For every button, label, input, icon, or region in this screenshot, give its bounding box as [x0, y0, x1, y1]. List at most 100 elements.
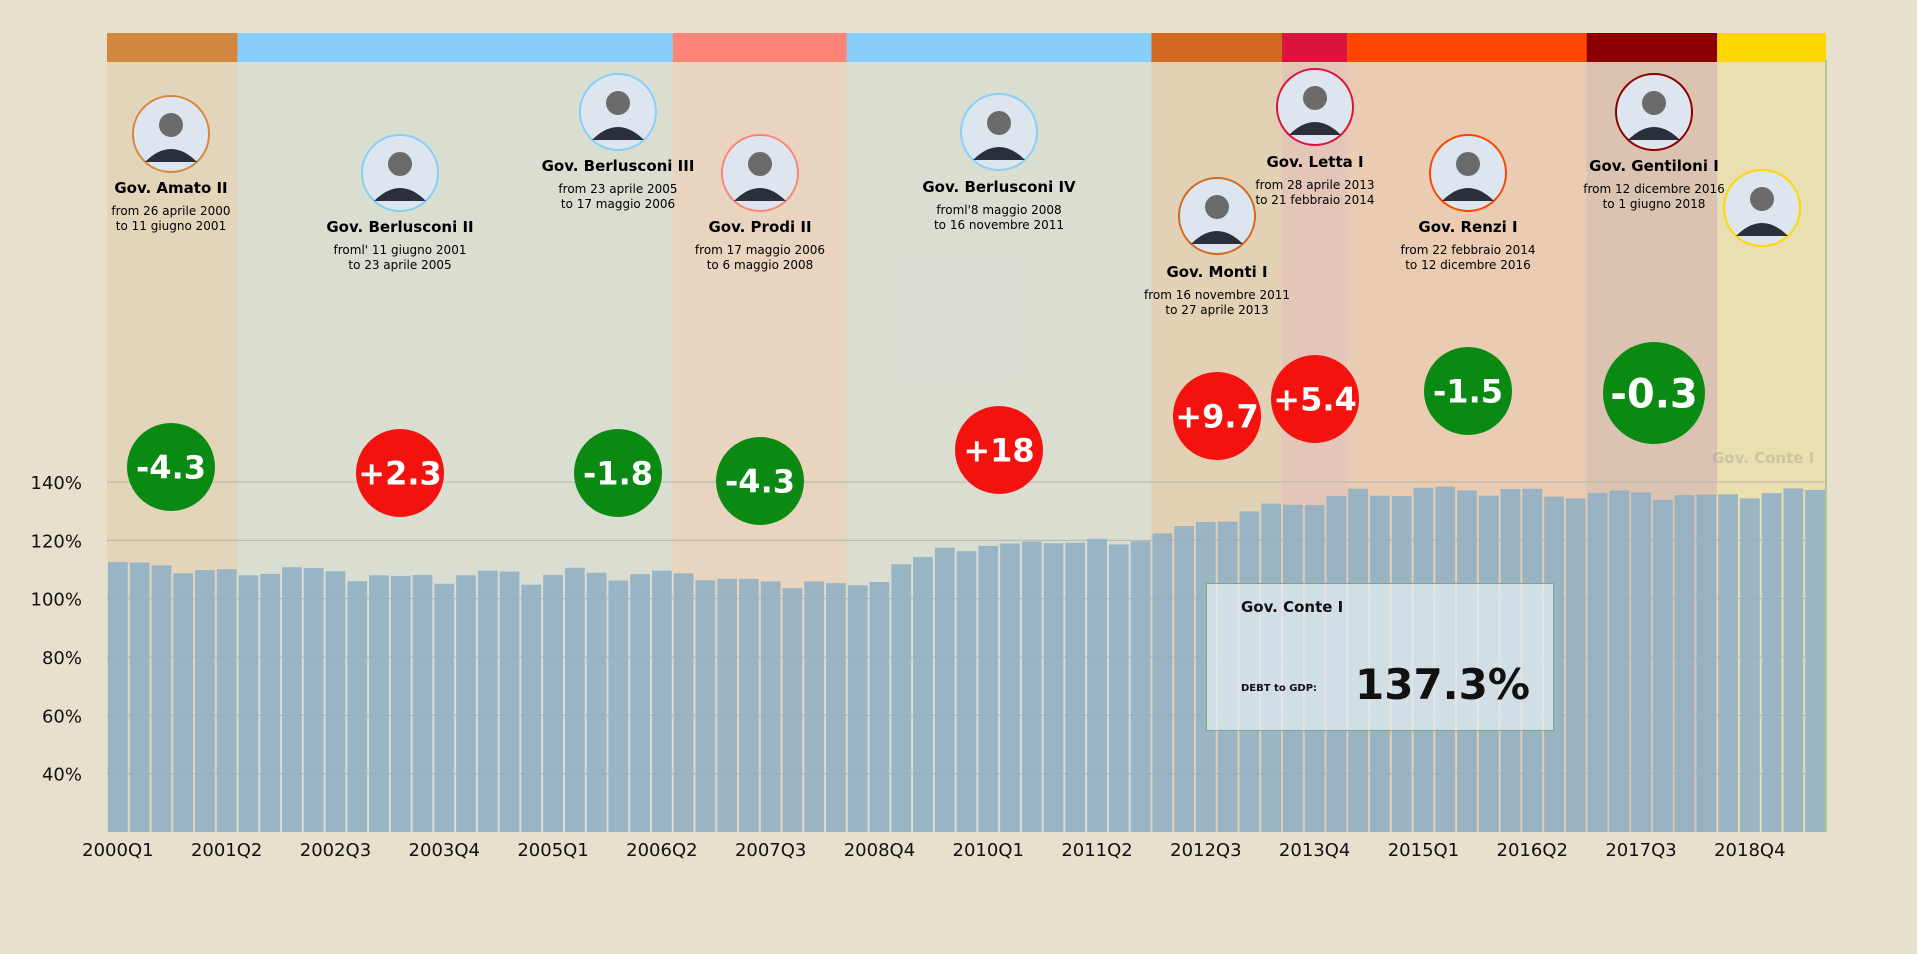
ghost-government-label: Gov. Conte I — [1712, 449, 1815, 467]
y-tick-label: 140% — [31, 473, 82, 494]
government-date-to: to 17 maggio 2006 — [561, 197, 675, 211]
government-date-from: from 12 dicembre 2016 — [1583, 182, 1724, 196]
government-date-to: to 1 giugno 2018 — [1603, 197, 1706, 211]
debt-bar — [1805, 489, 1825, 832]
government-date-to: to 11 giugno 2001 — [116, 219, 226, 233]
debt-bar — [1043, 543, 1064, 832]
debt-bar — [739, 578, 759, 832]
debt-change-label: +18 — [963, 432, 1034, 470]
portrait-body-icon — [592, 127, 644, 140]
debt-bar — [826, 583, 846, 832]
debt-bar — [216, 569, 237, 832]
x-tick-label: 2007Q3 — [735, 840, 806, 861]
x-tick-label: 2003Q4 — [409, 840, 480, 861]
government-name: Gov. Berlusconi III — [542, 157, 695, 175]
debt-change-label: -4.3 — [725, 463, 795, 501]
debt-bar — [303, 568, 324, 832]
government-date-from: from 28 aprile 2013 — [1255, 178, 1374, 192]
y-tick-label: 60% — [42, 706, 82, 727]
government-name: Gov. Berlusconi II — [326, 218, 473, 236]
x-tick-label: 2005Q1 — [517, 840, 588, 861]
x-tick-label: 2000Q1 — [82, 840, 153, 861]
portrait-body-icon — [1442, 188, 1494, 201]
portrait-head-icon — [1205, 195, 1229, 219]
government-name: Gov. Amato II — [114, 179, 227, 197]
y-tick-label: 40% — [42, 765, 82, 786]
portrait-body-icon — [973, 147, 1025, 160]
debt-bar — [1761, 493, 1782, 832]
debt-bar — [695, 580, 716, 832]
debt-bar — [891, 564, 912, 832]
debt-bar — [978, 545, 999, 832]
debt-bar — [1087, 538, 1107, 832]
debt-bar — [1544, 496, 1564, 832]
debt-bar — [1783, 488, 1804, 832]
hover-info-box: Gov. Conte I DEBT to GDP: 137.3% — [1206, 583, 1554, 731]
government-name: Gov. Prodi II — [708, 218, 811, 236]
government-color-strip — [1586, 33, 1718, 62]
government-name: Gov. Berlusconi IV — [922, 178, 1076, 196]
debt-bar — [173, 573, 194, 832]
government-date-from: from 23 aprile 2005 — [558, 182, 677, 196]
debt-bar — [956, 551, 977, 832]
debt-change-bubble — [1424, 347, 1512, 435]
info-government-name: Gov. Conte I — [1241, 598, 1344, 616]
government-color-strip — [846, 33, 1152, 62]
government-date-to: to 12 dicembre 2016 — [1405, 258, 1531, 272]
government-color-strip — [107, 33, 238, 62]
debt-bar — [847, 585, 868, 832]
portrait-body-icon — [1628, 127, 1680, 140]
debt-change-label: +5.4 — [1273, 381, 1357, 419]
debt-change-label: -4.3 — [136, 449, 206, 487]
debt-bar — [1065, 542, 1086, 832]
debt-bar — [499, 571, 520, 832]
debt-change-bubble — [716, 437, 804, 525]
x-tick-label: 2002Q3 — [300, 840, 371, 861]
government-name: Gov. Gentiloni I — [1589, 157, 1719, 175]
government-date-from: froml' 11 giugno 2001 — [334, 243, 467, 257]
x-tick-label: 2012Q3 — [1170, 840, 1241, 861]
info-debt-label: DEBT to GDP: — [1241, 683, 1318, 694]
debt-bar — [1174, 526, 1194, 832]
debt-bar — [1631, 492, 1651, 832]
debt-bar — [608, 580, 629, 832]
debt-bar — [260, 573, 281, 832]
portrait-body-icon — [1736, 223, 1788, 236]
debt-bar — [412, 575, 433, 832]
government-color-strip — [672, 33, 847, 62]
debt-bar — [1587, 493, 1608, 832]
portrait-head-icon — [1750, 187, 1774, 211]
debt-bar — [1674, 495, 1695, 832]
portrait-head-icon — [748, 152, 772, 176]
portrait-head-icon — [987, 111, 1011, 135]
government-color-strip — [1282, 33, 1348, 62]
x-tick-label: 2001Q2 — [191, 840, 262, 861]
y-tick-label: 100% — [31, 590, 82, 611]
government-color-strip — [1717, 33, 1826, 62]
debt-bar — [1718, 494, 1738, 832]
debt-change-label: +2.3 — [358, 455, 442, 493]
government-color-strip — [1347, 33, 1587, 62]
government-date-to: to 23 aprile 2005 — [348, 258, 451, 272]
debt-bar — [1000, 543, 1020, 832]
x-tick-label: 2006Q2 — [626, 840, 697, 861]
government-date-to: to 21 febbraio 2014 — [1255, 193, 1374, 207]
debt-bar — [521, 584, 542, 832]
debt-bar — [129, 562, 150, 832]
government-date-from: from 16 novembre 2011 — [1144, 288, 1290, 302]
debt-bar — [1152, 533, 1173, 832]
portrait-body-icon — [1289, 122, 1341, 135]
portrait-head-icon — [1642, 91, 1666, 115]
debt-bar — [586, 572, 607, 832]
debt-bar — [804, 581, 825, 832]
portrait-head-icon — [159, 113, 183, 137]
debt-bar — [869, 582, 890, 832]
debt-bar — [151, 565, 172, 832]
portrait-head-icon — [388, 152, 412, 176]
y-tick-label: 80% — [42, 648, 82, 669]
debt-change-label: -0.3 — [1610, 371, 1697, 417]
government-date-to: to 6 maggio 2008 — [707, 258, 814, 272]
y-tick-label: 120% — [31, 531, 82, 552]
